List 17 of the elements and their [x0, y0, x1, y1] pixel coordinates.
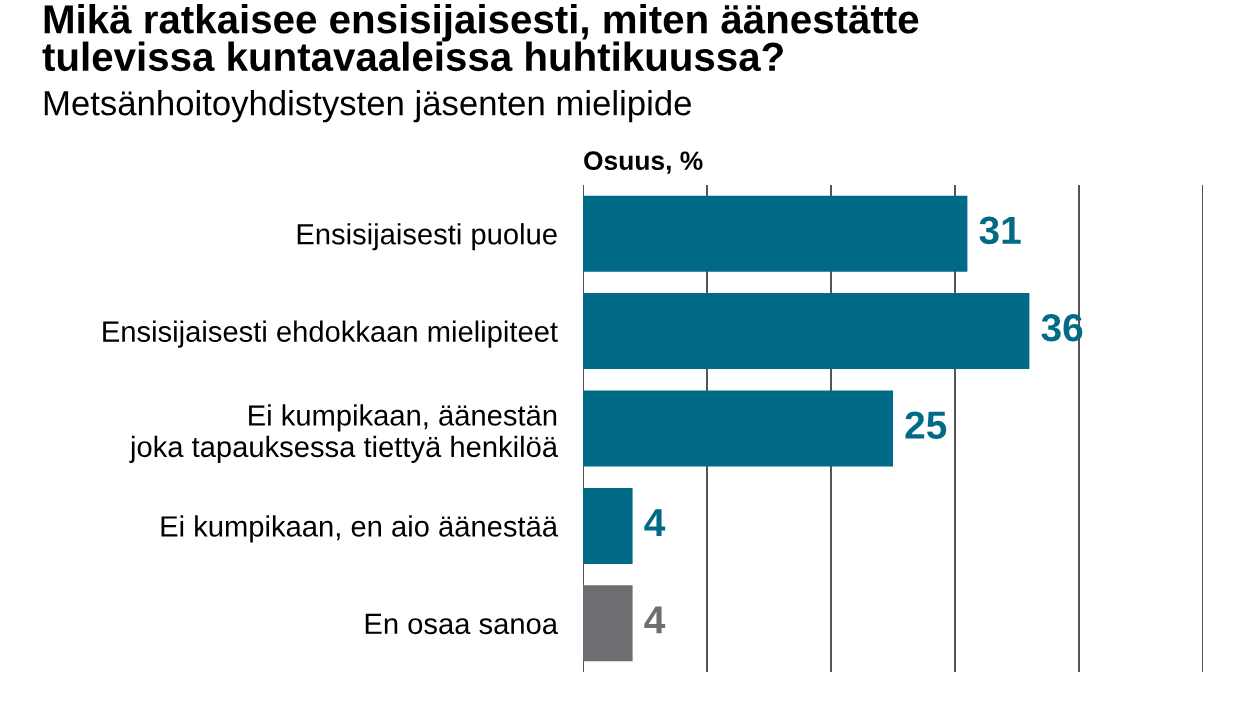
bar: [583, 585, 633, 662]
data-label: 25: [905, 411, 947, 439]
bar: [583, 293, 1030, 370]
bar: [583, 195, 968, 272]
bar: [583, 487, 633, 564]
y-tick-label: Ei kumpikaan, äänestän joka tapauksessa tiettyä henkilöä: [129, 404, 559, 463]
chart-subtitle: Metsänhoitoyhdistysten jäsenten mielipide: [44, 90, 691, 123]
x-axis-title: Osuus, %: [584, 151, 703, 174]
chart-title: Mikä ratkaisee ensisijaisesti, miten äänestätte tulevissa kuntavaaleissa huhtikuussa?: [42, 4, 919, 72]
data-label: 4: [644, 509, 666, 536]
data-label: 4: [644, 606, 666, 634]
y-tick-label: Ensisijaisesti puolue: [297, 223, 557, 251]
y-tick-label: En osaa sanoa: [365, 613, 559, 635]
data-label: 31: [979, 216, 1021, 245]
y-tick-label: Ensisijaisesti ehdokkaan mielipiteet: [103, 320, 558, 348]
bar: [583, 390, 893, 467]
y-tick-label: Ei kumpikaan, en aio äänestää: [161, 515, 559, 543]
